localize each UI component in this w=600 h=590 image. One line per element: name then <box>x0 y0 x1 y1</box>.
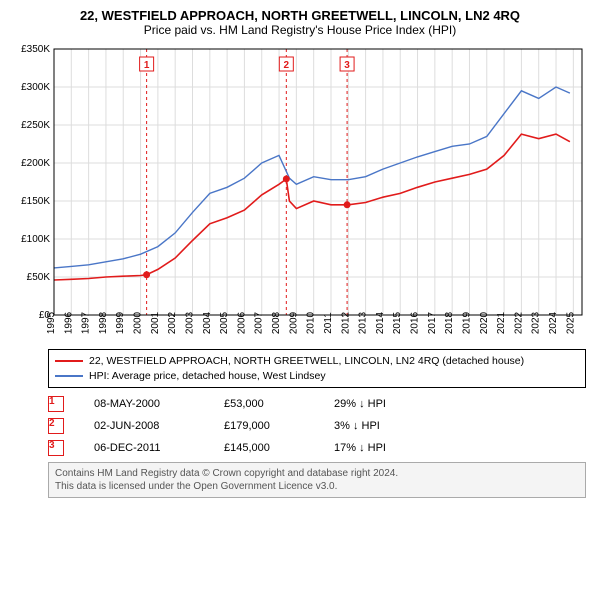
svg-text:£150K: £150K <box>21 196 50 207</box>
svg-text:2: 2 <box>284 60 290 71</box>
line-chart: £0£50K£100K£150K£200K£250K£300K£350K1995… <box>10 43 590 343</box>
svg-text:£350K: £350K <box>21 44 50 55</box>
sale-event-row: 3 06-DEC-2011 £145,000 17% ↓ HPI <box>48 440 586 456</box>
legend-label: HPI: Average price, detached house, West… <box>89 369 326 384</box>
chart-title-line2: Price paid vs. HM Land Registry's House … <box>10 23 590 37</box>
chart-svg: £0£50K£100K£150K£200K£250K£300K£350K1995… <box>10 43 590 343</box>
sale-event-row: 1 08-MAY-2000 £53,000 29% ↓ HPI <box>48 396 586 412</box>
sale-events-table: 1 08-MAY-2000 £53,000 29% ↓ HPI 2 02-JUN-2008… <box>48 396 586 456</box>
event-marker-icon: 3 <box>48 440 64 456</box>
attribution-line1: Contains HM Land Registry data © Crown c… <box>55 467 579 480</box>
svg-text:£100K: £100K <box>21 234 50 245</box>
legend-item: 22, WESTFIELD APPROACH, NORTH GREETWELL,… <box>55 354 579 369</box>
event-price: £145,000 <box>224 442 304 454</box>
legend-item: HPI: Average price, detached house, West… <box>55 369 579 384</box>
legend-label: 22, WESTFIELD APPROACH, NORTH GREETWELL,… <box>89 354 524 369</box>
legend: 22, WESTFIELD APPROACH, NORTH GREETWELL,… <box>48 349 586 388</box>
event-price: £53,000 <box>224 398 304 410</box>
chart-title-line1: 22, WESTFIELD APPROACH, NORTH GREETWELL,… <box>10 8 590 23</box>
event-marker-icon: 1 <box>48 396 64 412</box>
event-price: £179,000 <box>224 420 304 432</box>
attribution-line2: This data is licensed under the Open Gov… <box>55 480 579 493</box>
event-marker-icon: 2 <box>48 418 64 434</box>
event-date: 08-MAY-2000 <box>94 398 194 410</box>
event-delta: 29% ↓ HPI <box>334 398 434 410</box>
svg-text:1: 1 <box>144 60 150 71</box>
legend-swatch <box>55 375 83 377</box>
svg-text:£200K: £200K <box>21 158 50 169</box>
svg-text:£250K: £250K <box>21 120 50 131</box>
svg-text:3: 3 <box>344 60 350 71</box>
svg-text:£50K: £50K <box>27 272 51 283</box>
event-delta: 17% ↓ HPI <box>334 442 434 454</box>
sale-event-row: 2 02-JUN-2008 £179,000 3% ↓ HPI <box>48 418 586 434</box>
event-date: 02-JUN-2008 <box>94 420 194 432</box>
svg-text:£300K: £300K <box>21 82 50 93</box>
event-date: 06-DEC-2011 <box>94 442 194 454</box>
legend-swatch <box>55 360 83 362</box>
attribution-box: Contains HM Land Registry data © Crown c… <box>48 462 586 498</box>
event-delta: 3% ↓ HPI <box>334 420 434 432</box>
chart-container: { "title_line1": "22, WESTFIELD APPROACH… <box>0 0 600 508</box>
